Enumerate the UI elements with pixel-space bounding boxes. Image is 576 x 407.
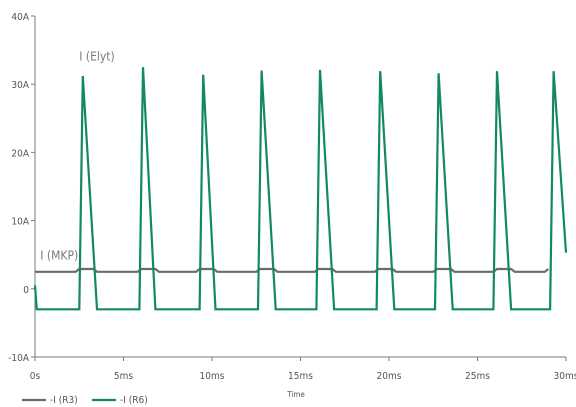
legend: -I (R3) -I (R6) [22,395,148,406]
y-tick-label: 20A [11,148,29,159]
x-tick-label: 0s [30,371,41,382]
legend-label: -I (R6) [120,395,148,406]
series-layer [33,67,568,311]
x-tick-label: 5ms [114,371,133,382]
x-tick-label: 30ms [554,371,576,382]
annotation-label: I (MKP) [40,248,78,262]
x-tick-label: 25ms [465,371,490,382]
y-tick-label: 0 [23,285,29,296]
x-axis-title: Time [286,390,305,399]
axes-layer: -10A 0 10A 20A 30A 40A 0s 5ms 10ms 15ms 20ms 25ms 30… [8,12,576,382]
x-tick-label: 15ms [288,371,313,382]
x-tick-label: 10ms [200,371,225,382]
legend-label: -I (R3) [50,395,78,406]
x-tick-label: 20ms [377,371,402,382]
y-tick-label: 40A [11,12,29,23]
annotation-label: I (Elyt) [79,49,114,63]
y-tick-label: -10A [8,353,30,364]
y-tick-label: 10A [11,217,29,228]
series-line-r6 [33,67,568,311]
y-tick-label: 30A [11,80,29,91]
series-line-r3 [35,267,549,273]
annotation-layer: I (Elyt) I (MKP) [40,49,114,262]
